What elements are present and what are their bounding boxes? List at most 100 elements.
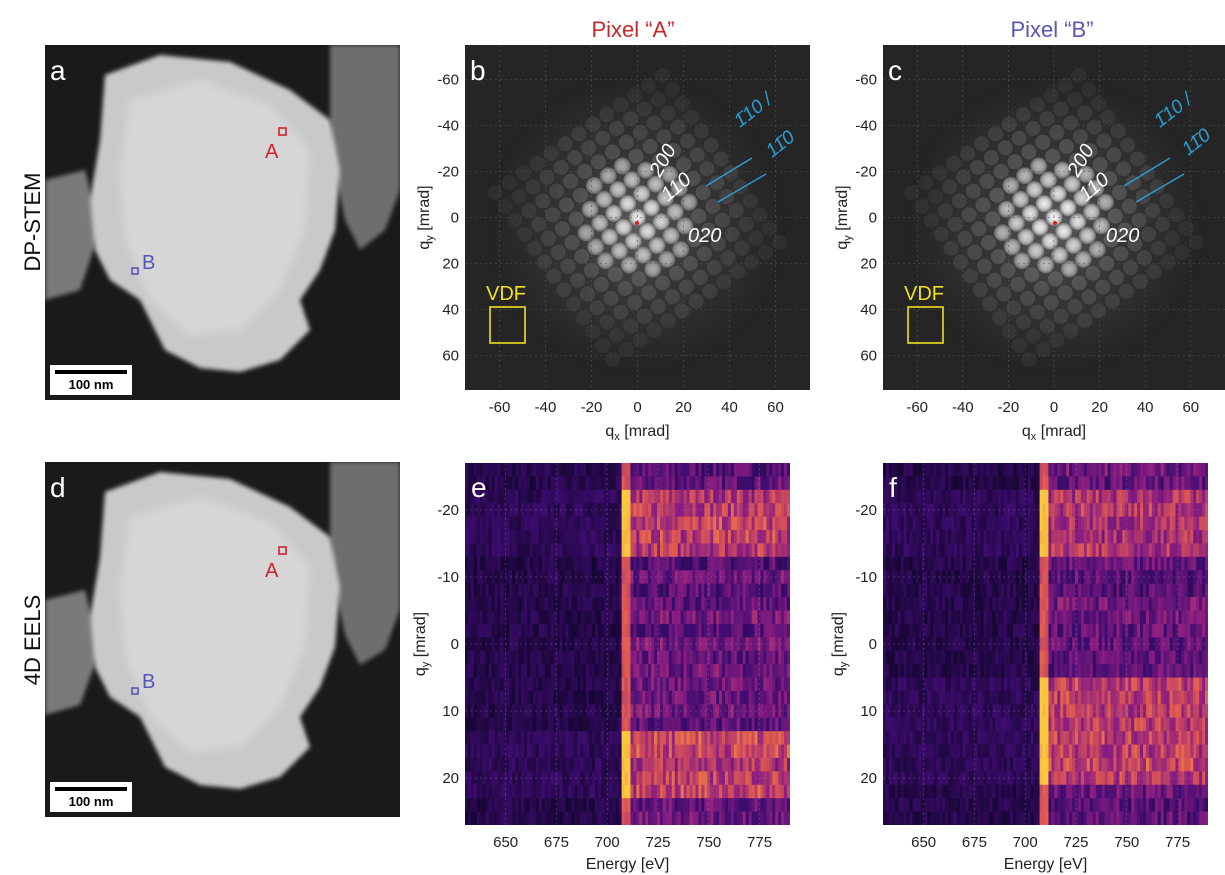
heatmap-cell bbox=[1199, 570, 1203, 585]
heatmap-cell bbox=[589, 597, 593, 611]
heatmap-cell bbox=[624, 530, 628, 544]
heatmap-cell bbox=[733, 771, 738, 786]
heatmap-cell bbox=[556, 798, 561, 813]
heatmap-cell bbox=[971, 476, 976, 491]
heatmap-cell bbox=[900, 597, 905, 611]
heatmap-cell bbox=[515, 731, 519, 746]
heatmap-cell bbox=[888, 583, 893, 598]
heatmap-cell bbox=[562, 623, 566, 638]
heatmap-cell bbox=[535, 664, 540, 679]
diffraction-spots-a bbox=[487, 67, 788, 368]
heatmap-cell bbox=[760, 610, 764, 625]
heatmap-cell bbox=[1080, 583, 1085, 598]
heatmap-cell bbox=[781, 583, 785, 598]
heatmap-cell bbox=[512, 784, 516, 799]
heatmap-cell bbox=[530, 597, 534, 611]
heatmap-cell bbox=[603, 784, 608, 799]
heatmap-cell bbox=[1187, 583, 1191, 598]
heatmap-cell bbox=[733, 583, 738, 598]
heatmap-cell bbox=[745, 543, 750, 558]
heatmap-cell bbox=[1175, 597, 1179, 611]
heatmap-cell bbox=[639, 744, 643, 759]
heatmap-cell bbox=[1069, 463, 1073, 477]
heatmap-cell bbox=[627, 664, 631, 679]
heatmap-cell bbox=[485, 583, 490, 598]
heatmap-cell bbox=[742, 610, 747, 625]
heatmap-cell bbox=[701, 744, 705, 759]
heatmap-cell bbox=[942, 623, 946, 638]
heatmap-cell bbox=[775, 757, 779, 772]
heatmap-cell bbox=[1030, 570, 1035, 585]
heatmap-cell bbox=[719, 650, 723, 665]
heatmap-cell bbox=[577, 597, 581, 611]
heatmap-cell bbox=[1060, 463, 1064, 477]
heatmap-cell bbox=[1110, 623, 1114, 638]
beam-center-a bbox=[635, 221, 639, 225]
heatmap-cell bbox=[1119, 516, 1123, 531]
heatmap-cell bbox=[921, 637, 925, 652]
heatmap-cell bbox=[1196, 570, 1200, 585]
diffraction-spot bbox=[634, 246, 652, 264]
heatmap-cell bbox=[541, 731, 546, 746]
heatmap-cell bbox=[971, 597, 976, 611]
diffraction-spot bbox=[550, 244, 566, 260]
heatmap-cell bbox=[518, 610, 522, 625]
heatmap-cell bbox=[787, 570, 790, 585]
heatmap-cell bbox=[1110, 530, 1114, 544]
heatmap-cell bbox=[683, 664, 688, 679]
heatmap-cell bbox=[754, 771, 758, 786]
heatmap-cell bbox=[1151, 556, 1156, 571]
heatmap-cell bbox=[606, 811, 611, 825]
heatmap-cell bbox=[538, 637, 543, 652]
heatmap-cell bbox=[612, 771, 617, 786]
heatmap-cell bbox=[769, 744, 773, 759]
heatmap-cell bbox=[648, 623, 652, 638]
heatmap-cell bbox=[989, 637, 993, 652]
heatmap-cell bbox=[701, 583, 705, 598]
heatmap-cell bbox=[1048, 610, 1052, 625]
heatmap-cell bbox=[716, 463, 720, 477]
heatmap-cell bbox=[1125, 583, 1129, 598]
heatmap-cell bbox=[515, 516, 519, 531]
heatmap-cell bbox=[742, 516, 747, 531]
heatmap-cell bbox=[589, 757, 593, 772]
heatmap-cell bbox=[698, 610, 702, 625]
heatmap-cell bbox=[1086, 610, 1091, 625]
heatmap-cell bbox=[968, 463, 973, 477]
heatmap-cell bbox=[627, 690, 631, 705]
heatmap-cell bbox=[894, 583, 899, 598]
diffraction-spot bbox=[661, 165, 678, 183]
heatmap-cell bbox=[962, 489, 967, 504]
diffraction-spot bbox=[1053, 308, 1069, 324]
heatmap-cell bbox=[524, 556, 528, 571]
heatmap-cell bbox=[547, 530, 552, 544]
heatmap-cell bbox=[470, 811, 475, 825]
heatmap-cell bbox=[506, 811, 510, 825]
heatmap-cell bbox=[636, 610, 640, 625]
heatmap-cell bbox=[775, 570, 779, 585]
heatmap-cell bbox=[636, 704, 640, 719]
heatmap-cell bbox=[497, 731, 501, 746]
heatmap-cell bbox=[482, 704, 487, 719]
heatmap-cell bbox=[704, 811, 708, 825]
heatmap-cell bbox=[674, 677, 679, 692]
heatmap-cell bbox=[1199, 556, 1203, 571]
heatmap-cell bbox=[606, 664, 611, 679]
heatmap-cell bbox=[494, 744, 498, 759]
heatmap-cell bbox=[710, 463, 714, 477]
heatmap-cell bbox=[550, 610, 555, 625]
heatmap-cell bbox=[1004, 476, 1008, 491]
heatmap-cell bbox=[550, 637, 555, 652]
heatmap-cell bbox=[1113, 556, 1117, 571]
heatmap-cell bbox=[467, 704, 472, 719]
heatmap-cell bbox=[497, 463, 501, 477]
heatmap-cell bbox=[787, 798, 790, 813]
heatmap-cell bbox=[701, 664, 705, 679]
heatmap-cell bbox=[1027, 597, 1032, 611]
heatmap-cell bbox=[1021, 543, 1026, 558]
heatmap-cell bbox=[1119, 476, 1123, 491]
diffraction-spot bbox=[585, 116, 601, 132]
heatmap-cell bbox=[722, 690, 726, 705]
heatmap-cell bbox=[1010, 556, 1014, 571]
heatmap-cell bbox=[497, 503, 501, 518]
